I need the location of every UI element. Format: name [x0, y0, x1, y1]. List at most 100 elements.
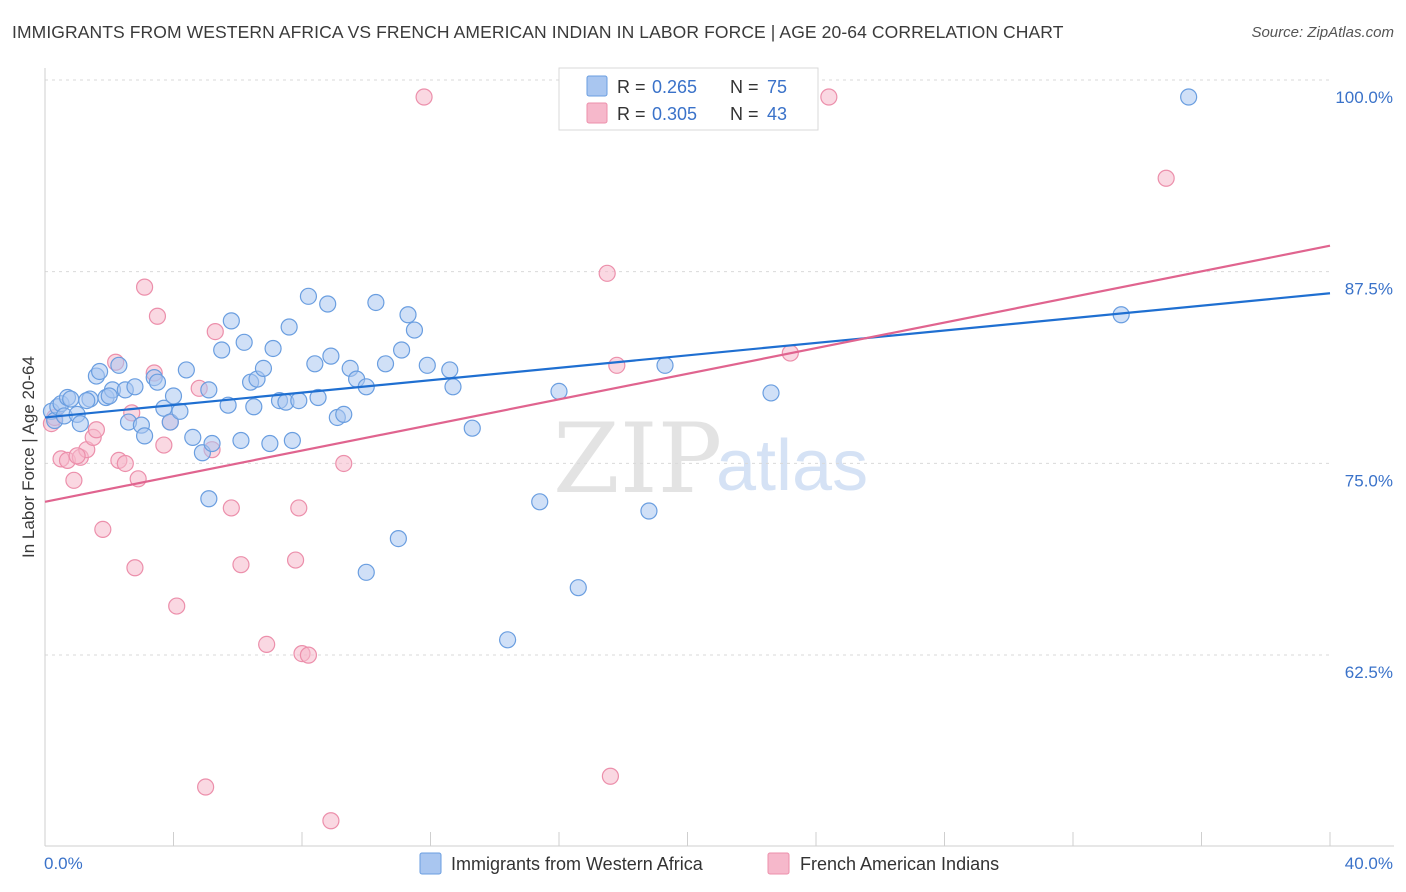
blue-point-78 — [100, 387, 118, 405]
pink-point-18 — [148, 307, 167, 325]
pink-point-27 — [232, 556, 250, 574]
blue-point-40 — [264, 339, 282, 358]
blue-point-48 — [309, 388, 327, 407]
blue-point-65 — [531, 493, 549, 511]
pink-point-42 — [68, 447, 86, 465]
blue-point-33 — [222, 312, 240, 330]
legend-n-value-blue: 75 — [767, 77, 787, 97]
pink-point-38 — [608, 356, 626, 374]
pink-point-30 — [290, 499, 308, 517]
x-tick-marks — [173, 832, 1331, 846]
pink-point-16 — [135, 278, 154, 296]
pink-point-29 — [286, 551, 305, 569]
series-french-american-indians — [42, 88, 1175, 830]
pink-point-32 — [299, 646, 318, 664]
pink-point-23 — [197, 778, 215, 796]
pink-point-26 — [222, 499, 240, 517]
pink-point-12 — [116, 454, 134, 473]
pink-point-34 — [335, 454, 353, 473]
legend-n-label-pink: N = — [730, 104, 759, 124]
blue-point-14 — [110, 356, 128, 374]
blue-point-79 — [245, 398, 263, 416]
trend-line-french-american-indians — [44, 244, 1331, 503]
blue-point-61 — [418, 356, 436, 374]
x-tick-label-left: 0.0% — [44, 854, 83, 873]
blue-point-74 — [762, 384, 780, 402]
blue-point-44 — [283, 431, 301, 450]
blue-point-30 — [203, 434, 221, 453]
pink-point-33 — [322, 812, 340, 830]
pink-point-35 — [415, 88, 433, 106]
y-tick-label-2: 75.0% — [1345, 471, 1393, 490]
blue-point-66 — [550, 382, 568, 400]
blue-point-38 — [254, 359, 273, 377]
blue-point-46 — [299, 287, 318, 305]
blue-point-70 — [200, 490, 218, 508]
watermark-atlas: atlas — [716, 426, 868, 506]
bottom-legend-label-blue: Immigrants from Western Africa — [451, 854, 704, 874]
blue-point-60 — [405, 321, 424, 339]
pink-point-8 — [87, 421, 106, 439]
blue-point-45 — [290, 392, 308, 410]
blue-point-23 — [161, 413, 179, 431]
blue-point-59 — [399, 306, 417, 324]
blue-point-56 — [367, 293, 385, 312]
blue-point-76 — [1180, 88, 1198, 106]
blue-point-26 — [177, 361, 195, 379]
blue-point-19 — [135, 427, 154, 445]
blue-point-58 — [392, 341, 411, 359]
blue-point-21 — [148, 373, 167, 391]
legend-swatch-pink — [586, 102, 608, 124]
legend-swatch-blue — [586, 75, 608, 97]
y-tick-labels: 100.0% 87.5% 75.0% 62.5% — [1335, 88, 1393, 682]
blue-point-72 — [357, 563, 375, 581]
blue-point-29 — [200, 381, 218, 399]
legend-n-label-blue: N = — [730, 77, 759, 97]
blue-point-50 — [322, 347, 340, 365]
bottom-legend-swatch-pink — [767, 852, 790, 875]
blue-point-39 — [261, 434, 279, 453]
y-tick-label-1: 87.5% — [1345, 280, 1393, 299]
watermark-zip: ZIP — [553, 403, 722, 515]
blue-point-24 — [164, 387, 183, 405]
blue-point-43 — [280, 318, 298, 336]
source-credit: Source: ZipAtlas.com — [1251, 24, 1394, 41]
blue-point-6 — [62, 390, 80, 408]
stats-legend: R = 0.265 N = 75 R = 0.305 N = 43 — [558, 67, 819, 131]
blue-point-71 — [389, 529, 407, 548]
pink-point-9 — [94, 520, 112, 539]
legend-r-value-blue: 0.265 — [652, 77, 697, 97]
blue-point-69 — [569, 579, 587, 597]
pink-point-4 — [65, 471, 83, 489]
legend-r-label-blue: R = — [617, 77, 646, 97]
legend-n-value-pink: 43 — [767, 104, 787, 124]
x-tick-label-right: 40.0% — [1345, 854, 1393, 873]
blue-point-31 — [213, 341, 231, 359]
blue-point-47 — [306, 355, 324, 373]
blue-point-68 — [656, 356, 674, 374]
legend-r-label-pink: R = — [617, 104, 646, 124]
blue-point-64 — [463, 419, 481, 437]
blue-point-57 — [376, 355, 395, 373]
blue-point-34 — [232, 431, 250, 450]
legend-r-value-pink: 0.305 — [652, 104, 697, 124]
blue-point-67 — [640, 502, 658, 520]
y-tick-label-0: 100.0% — [1335, 88, 1393, 107]
blue-point-52 — [335, 405, 353, 423]
pink-point-14 — [126, 559, 144, 577]
y-axis-title: In Labor Force | Age 20-64 — [19, 356, 38, 558]
pink-point-19 — [155, 436, 173, 454]
pink-point-37 — [601, 767, 620, 785]
blue-point-35 — [235, 333, 253, 351]
blue-point-22 — [155, 399, 173, 417]
series-immigrants-western-africa — [42, 88, 1198, 649]
blue-point-73 — [499, 631, 517, 649]
pink-point-28 — [258, 635, 276, 654]
pink-point-36 — [598, 264, 616, 282]
blue-point-27 — [184, 428, 202, 446]
pink-point-21 — [168, 597, 186, 615]
bottom-legend-label-pink: French American Indians — [800, 854, 999, 874]
pink-point-40 — [820, 88, 838, 106]
blue-point-63 — [444, 378, 462, 396]
